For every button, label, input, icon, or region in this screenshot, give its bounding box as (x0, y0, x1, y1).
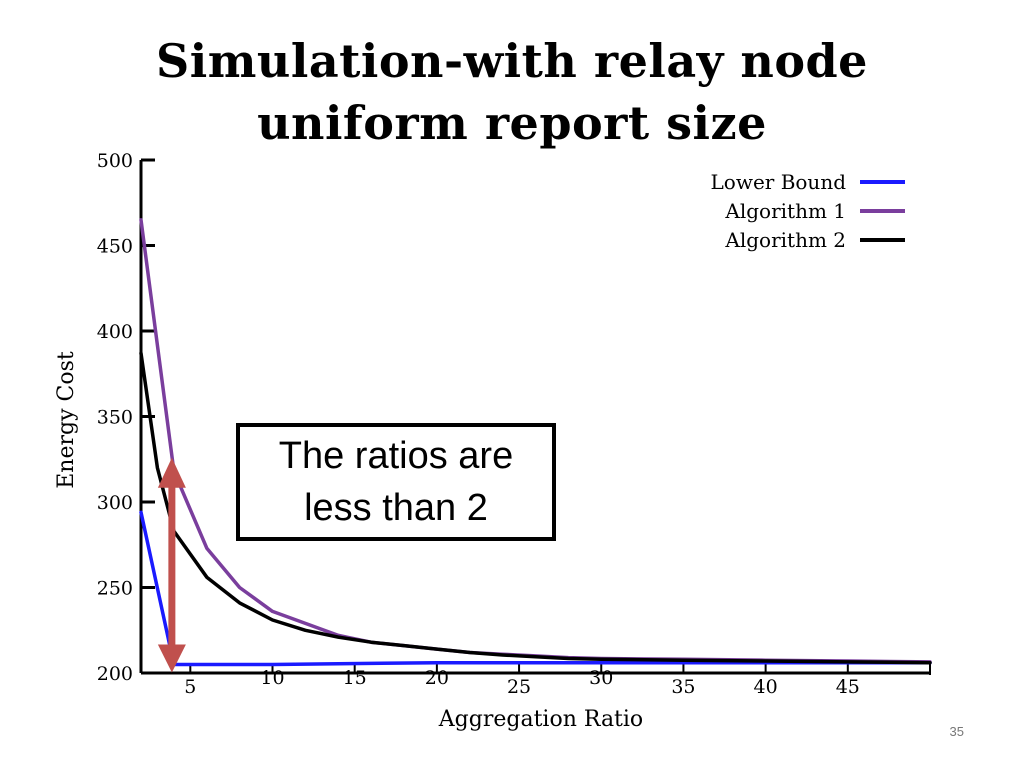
page-number: 35 (949, 724, 964, 739)
y-tick-label-450: 450 (97, 236, 133, 258)
series-line-algorithm-2 (139, 351, 932, 665)
ratio-arrow-head-top (157, 457, 186, 488)
y-tick-label-500: 500 (97, 150, 133, 172)
callout-line-1: The ratios are (278, 435, 514, 477)
y-tick-label-350: 350 (97, 407, 133, 429)
callout-line-2: less than 2 (304, 487, 488, 529)
x-tick-label-25: 25 (507, 676, 531, 698)
slide-title-line-2: uniform report size (257, 96, 767, 150)
x-tick-label-15: 15 (343, 667, 367, 689)
x-tick-label-35: 35 (671, 676, 695, 698)
y-tick-label-250: 250 (97, 578, 133, 600)
y-tick-label-300: 300 (97, 492, 133, 514)
x-tick-label-20: 20 (425, 667, 449, 689)
x-tick-label-40: 40 (754, 676, 778, 698)
slide-title-line-1: Simulation-with relay node (156, 34, 868, 88)
y-axis-label: Energy Cost (54, 351, 79, 489)
ratio-arrow-head-bottom (157, 644, 186, 673)
y-tick-label-200: 200 (97, 663, 133, 685)
x-axis-label: Aggregation Ratio (438, 707, 643, 732)
slide-title: Simulation-with relay node uniform repor… (0, 30, 1024, 154)
x-tick-label-30: 30 (589, 667, 613, 689)
ratio-callout-box: The ratios are less than 2 (236, 423, 556, 541)
legend-label-algorithm-1: Algorithm 1 (724, 199, 846, 223)
x-tick-label-45: 45 (836, 676, 860, 698)
y-tick-label-400: 400 (97, 321, 133, 343)
x-tick-label-10: 10 (260, 667, 284, 689)
legend-label-lower-bound: Lower Bound (711, 170, 847, 194)
legend-label-algorithm-2: Algorithm 2 (724, 228, 846, 252)
x-tick-label-5: 5 (184, 676, 196, 698)
